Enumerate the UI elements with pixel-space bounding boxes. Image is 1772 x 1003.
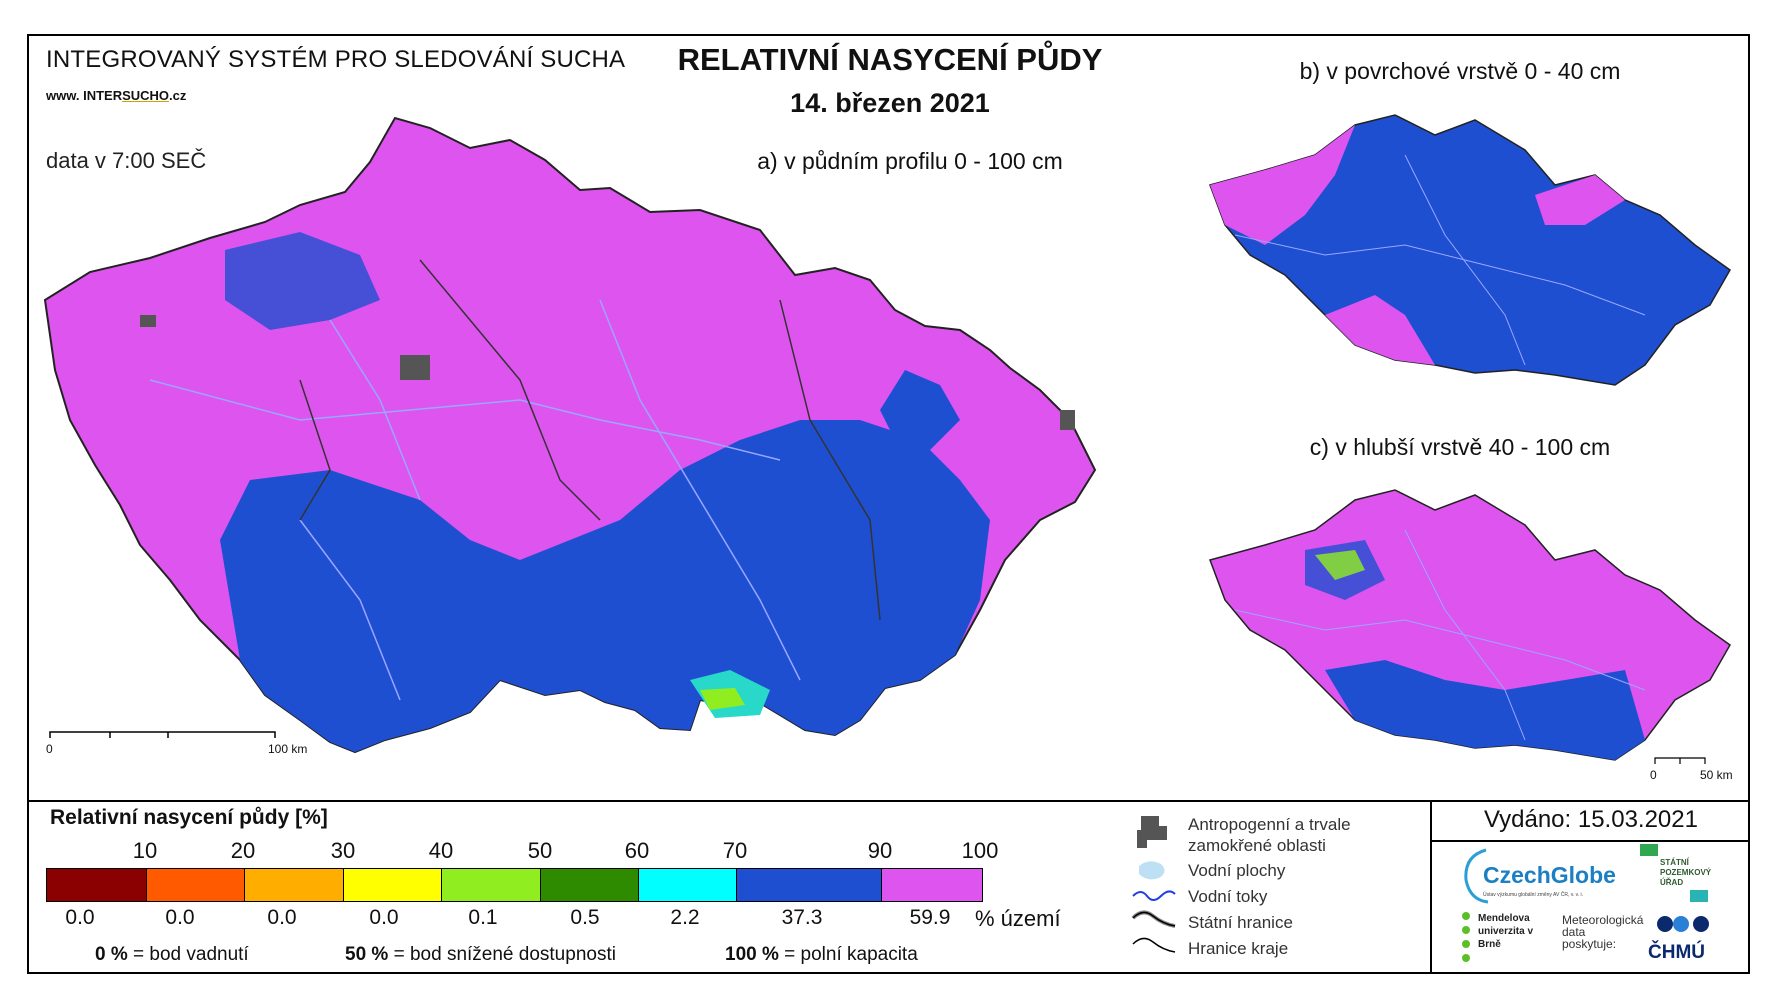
spu-logo-mark (1690, 890, 1708, 902)
symbol-label-water: Vodní plochy (1188, 861, 1286, 880)
legend-tick: 60 (624, 838, 650, 863)
main-map-country (43, 116, 1097, 754)
legend-percent-unit: % území (975, 906, 1061, 931)
spu-logo-icon (1640, 844, 1658, 856)
issued-underline (1432, 840, 1750, 842)
legend-swatch (147, 869, 245, 901)
small-scale-bar (1654, 757, 1706, 764)
legend-color-bar (46, 868, 983, 902)
symbol-label-urban: Antropogenní a trvale zamokřené oblasti (1188, 815, 1351, 855)
surface-map-label: b) v povrchové vrstvě 0 - 40 cm (1299, 58, 1621, 84)
legend-area-percent: 59.9 (909, 906, 951, 929)
legend-tick: 50 (527, 838, 553, 863)
legend-swatch (737, 869, 882, 901)
legend-swatch (47, 869, 147, 901)
mendel-logo: Mendelova univerzita v Brně (1478, 913, 1534, 950)
legend-area-percent: 0.5 (570, 906, 600, 929)
water-body-icon (1139, 861, 1165, 880)
map-date: 14. březen 2021 (790, 88, 990, 118)
chmu-logo: ČHMÚ (1648, 942, 1705, 963)
legend-swatch (442, 869, 541, 901)
issued-date: Vydáno: 15.03.2021 (1484, 806, 1698, 833)
deep-map-label: c) v hlubší vrstvě 40 - 100 cm (1309, 434, 1611, 460)
legend-swatch (245, 869, 344, 901)
note-wilting-point: 0 % = bod vadnutí (95, 944, 249, 965)
mendel-logo-icon (1462, 912, 1470, 962)
legend-tick: 70 (722, 838, 748, 863)
legend-tick: 90 (867, 838, 893, 863)
legend-panel (27, 800, 1750, 974)
note-field-capacity: 100 % = polní kapacita (725, 944, 918, 965)
data-time: data v 7:00 SEČ (46, 148, 207, 173)
issued-divider (1430, 800, 1432, 974)
legend-tick: 100 (961, 838, 999, 863)
legend-swatch (344, 869, 442, 901)
website-link[interactable]: www. INTERSUCHO.cz (46, 88, 187, 103)
legend-area-percent: 0.0 (369, 906, 399, 929)
page-title: RELATIVNÍ NASYCENÍ PŮDY (677, 42, 1103, 77)
small-scale-end: 50 km (1700, 768, 1733, 782)
map-frame (27, 34, 1750, 974)
note-reduced-availability: 50 % = bod snížené dostupnosti (345, 944, 616, 965)
system-title: INTEGROVANÝ SYSTÉM PRO SLEDOVÁNÍ SUCHA (46, 46, 626, 73)
czechglobe-logo-icon (1464, 848, 1489, 904)
main-scale-start: 0 (46, 742, 53, 756)
surface-map (1209, 114, 1731, 386)
legend-area-percent: 37.3 (781, 906, 823, 929)
met-data-provider: Meteorologická data poskytuje: (1562, 913, 1644, 951)
state-border-icon (1131, 910, 1176, 928)
main-scale-end: 100 km (268, 742, 308, 756)
legend-tick: 40 (428, 838, 454, 863)
legend-area-percent: 0.0 (65, 906, 95, 929)
chmu-logo-icon (1657, 916, 1709, 932)
legend-area-percent: 2.2 (670, 906, 700, 929)
legend-tick: 30 (330, 838, 356, 863)
spu-logo: STÁTNÍ POZEMKOVÝ ÚŘAD (1660, 858, 1712, 887)
river-icon (1132, 890, 1176, 901)
legend-title: Relativní nasycení půdy [%] (50, 806, 328, 829)
legend-swatch (639, 869, 737, 901)
legend-area-percent: 0.0 (267, 906, 297, 929)
symbol-label-river: Vodní toky (1188, 887, 1268, 906)
symbol-label-state-border: Státní hranice (1188, 913, 1293, 932)
symbol-label-region-border: Hranice kraje (1188, 939, 1289, 958)
czechglobe-logo: CzechGlobe (1483, 862, 1616, 888)
legend-swatch (541, 869, 639, 901)
small-scale-start: 0 (1650, 768, 1657, 782)
main-scale-bar (49, 731, 276, 738)
main-map-label: a) v půdním profilu 0 - 100 cm (757, 148, 1063, 174)
czechglobe-subtitle: Ústav výzkumu globální změny AV ČR, v. v… (1483, 892, 1584, 898)
legend-tick: 10 (132, 838, 158, 863)
region-border-icon (1132, 937, 1176, 953)
deep-map (1209, 489, 1731, 761)
legend-area-percent: 0.0 (165, 906, 195, 929)
legend-tick: 20 (230, 838, 256, 863)
legend-swatch (882, 869, 982, 901)
symbol-icons (1131, 816, 1176, 953)
urban-area-icon (1137, 816, 1167, 848)
legend-area-percent: 0.1 (468, 906, 498, 929)
